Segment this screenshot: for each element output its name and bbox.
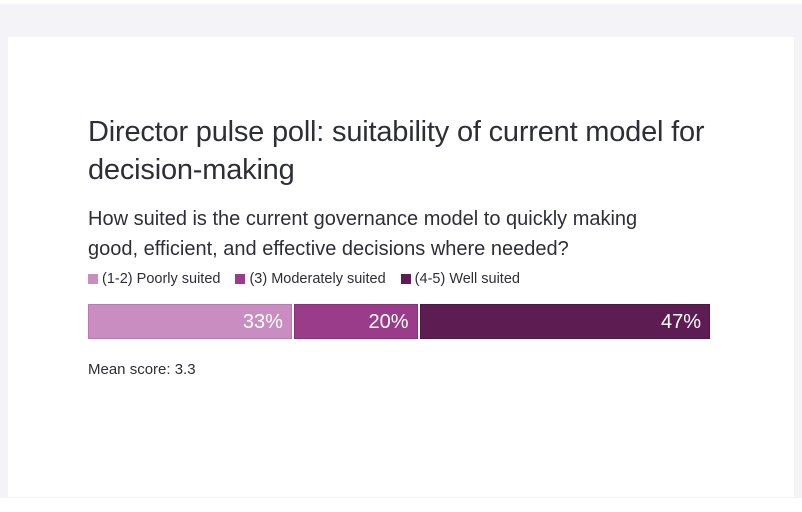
chart-subtitle: How suited is the current governance mod… — [88, 208, 638, 260]
legend-item-well-suited: (4-5) Well suited — [400, 271, 520, 287]
chart-title: Director pulse poll: suitability of curr… — [88, 116, 705, 186]
poll-result-card: Director pulse poll: suitability of curr… — [8, 37, 794, 497]
bar-segment-well-suited: 47% — [419, 304, 710, 339]
legend-item-poorly-suited: (1-2) Poorly suited — [88, 271, 220, 287]
bar-segment-moderately-suited: 20% — [293, 304, 418, 339]
legend-swatch-moderately-suited — [235, 274, 246, 284]
bar-segment-poorly-suited: 33% — [88, 304, 292, 339]
legend-label-moderately-suited: (3) Moderately suited — [249, 271, 386, 287]
segment-value-moderately-suited: 20% — [368, 310, 409, 333]
segment-value-well-suited: 47% — [660, 310, 701, 333]
segment-value-poorly-suited: 33% — [242, 310, 283, 333]
legend: (1-2) Poorly suited (3) Moderately suite… — [88, 271, 714, 287]
legend-swatch-well-suited — [400, 274, 411, 284]
mean-score-label: Mean score: 3.3 — [88, 361, 196, 378]
slide-background: Director pulse poll: suitability of curr… — [0, 4, 802, 498]
legend-label-well-suited: (4-5) Well suited — [414, 271, 520, 287]
stacked-bar: 33% 20% 47% — [88, 304, 710, 339]
legend-label-poorly-suited: (1-2) Poorly suited — [102, 271, 221, 287]
legend-swatch-poorly-suited — [88, 274, 98, 284]
legend-item-moderately-suited: (3) Moderately suited — [235, 271, 386, 287]
